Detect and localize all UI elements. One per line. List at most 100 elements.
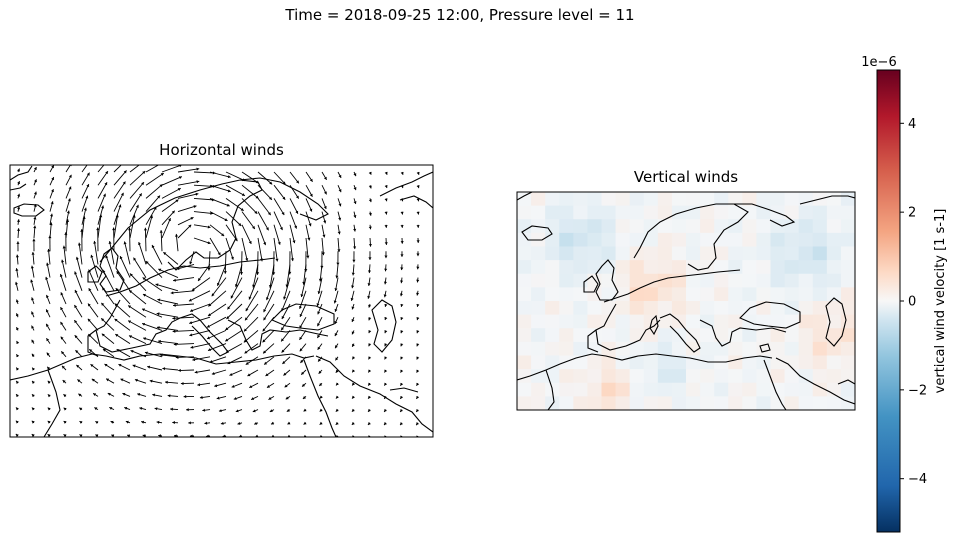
wind-arrow-head — [353, 228, 357, 232]
wind-arrow-head — [400, 382, 404, 386]
vertical-wind-cell — [559, 382, 574, 397]
vertical-wind-cell — [587, 192, 603, 207]
wind-arrow-head — [207, 336, 211, 340]
vertical-wind-cell — [714, 192, 729, 207]
wind-arrow-head — [102, 348, 106, 352]
wind-arrow — [163, 251, 179, 265]
wind-arrow-head — [68, 186, 72, 190]
vertical-wind-cell — [812, 301, 828, 316]
wind-arrow-head — [155, 283, 159, 287]
vertical-wind-cell — [587, 232, 603, 248]
wind-arrow — [230, 277, 243, 299]
wind-arrow-head — [90, 254, 94, 258]
vertical-wind-cell — [742, 341, 758, 357]
wind-arrow-head — [333, 300, 337, 304]
vertical-wind-cell — [545, 219, 560, 234]
wind-arrow — [209, 224, 225, 237]
vertical-wind-cell — [601, 287, 617, 302]
vertical-wind-cell — [770, 369, 786, 384]
vertical-wind-cell — [742, 219, 758, 234]
wind-arrow — [74, 289, 83, 305]
wind-arrow-head — [16, 327, 19, 331]
vertical-wind-cell — [826, 314, 842, 329]
wind-arrow-head — [400, 280, 404, 284]
wind-arrow-head — [46, 338, 50, 342]
wind-arrow-head — [137, 393, 141, 397]
wind-arrow-head — [15, 299, 19, 303]
wind-arrow-head — [400, 317, 404, 321]
vertical-wind-cell — [798, 273, 814, 288]
wind-arrow-head — [334, 288, 338, 291]
vertical-wind-cell — [812, 205, 828, 220]
wind-arrow-head — [227, 189, 231, 193]
wind-arrow-head — [115, 214, 119, 218]
wind-arrow-head — [158, 339, 161, 343]
colorbar-ticks: 4 2 0 −2 −4 — [900, 117, 927, 487]
wind-arrow-head — [128, 320, 132, 324]
vertical-wind-cell — [601, 382, 617, 397]
wind-arrow-head — [128, 227, 132, 231]
vertical-wind-cell — [840, 355, 855, 370]
wind-arrow-head — [234, 284, 238, 288]
vertical-wind-cell — [798, 205, 814, 220]
wind-arrow-head — [142, 293, 146, 297]
vertical-wind-cell — [615, 205, 631, 220]
wind-arrow-head — [191, 287, 195, 291]
wind-arrow — [257, 198, 272, 216]
vertical-wind-cell — [812, 341, 828, 357]
wind-arrow-head — [68, 174, 72, 178]
wind-arrow — [155, 283, 179, 292]
vertical-wind-cell — [559, 219, 574, 234]
vertical-wind-cell — [573, 219, 589, 234]
wind-arrow — [100, 317, 115, 331]
wind-arrow — [88, 287, 99, 305]
wind-arrow-head — [416, 171, 420, 175]
vertical-wind-cell — [517, 328, 532, 343]
vertical-wind-cell — [742, 260, 758, 275]
vertical-wind-cell — [798, 369, 814, 384]
wind-arrow — [115, 333, 131, 344]
wind-arrow-head — [266, 384, 270, 388]
vertical-wind-cell — [559, 232, 574, 248]
wind-arrow-head — [188, 224, 192, 228]
vertical-wind-cell — [559, 328, 574, 343]
vertical-wind-cell — [545, 273, 560, 288]
wind-arrow-head — [47, 420, 51, 424]
wind-arrow-head — [400, 356, 404, 360]
wind-arrow — [172, 329, 195, 332]
wind-arrow-head — [368, 356, 372, 360]
wind-arrow — [175, 233, 179, 252]
wind-arrow-head — [281, 327, 284, 331]
wind-arrow-head — [384, 330, 388, 334]
wind-arrow-head — [160, 173, 164, 176]
vertical-wind-cell — [686, 232, 701, 248]
vertical-wind-cell — [770, 355, 786, 370]
wind-arrow — [124, 241, 131, 265]
wind-arrow-head — [334, 333, 338, 337]
wind-arrow-head — [335, 408, 339, 412]
wind-arrow — [177, 180, 200, 186]
wind-arrow-head — [351, 421, 355, 425]
wind-arrow-head — [303, 421, 307, 425]
wind-arrow-head — [235, 409, 239, 413]
vertical-wind-cell — [812, 232, 828, 248]
wind-arrow-head — [149, 379, 153, 383]
wind-arrow — [209, 171, 231, 178]
wind-arrow-head — [319, 421, 323, 425]
wind-arrow — [81, 183, 90, 199]
wind-arrow-head — [400, 211, 404, 215]
wind-arrow — [178, 369, 195, 371]
wind-arrow — [160, 230, 163, 252]
vertical-wind-cell — [517, 287, 532, 302]
wind-arrow-head — [416, 211, 420, 215]
vertical-wind-cell — [629, 273, 645, 288]
wind-arrow-head — [74, 305, 78, 309]
vertical-wind-cell — [686, 382, 701, 397]
wind-arrow-head — [45, 276, 49, 280]
wind-arrow-head — [101, 205, 105, 209]
vertical-wind-cell — [714, 341, 729, 357]
wind-arrow-head — [142, 308, 146, 312]
wind-arrow-head — [384, 422, 387, 426]
wind-arrow-head — [142, 434, 146, 437]
wind-arrow-head — [50, 201, 54, 205]
